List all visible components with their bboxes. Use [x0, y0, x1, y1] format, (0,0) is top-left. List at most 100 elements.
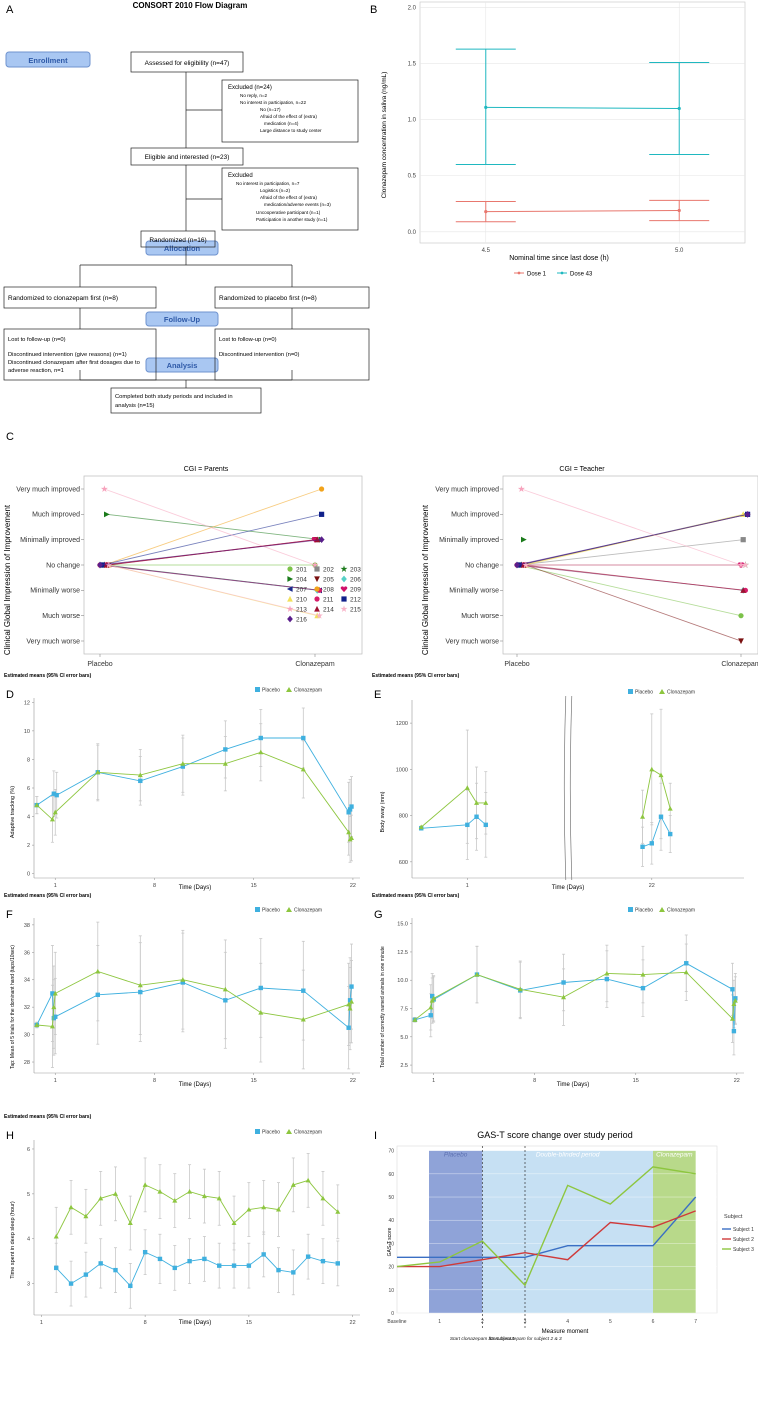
- legend-marker: [340, 605, 348, 612]
- followup-left-line: Lost to follow-up (n=0): [8, 337, 66, 343]
- data-point-clonazepam: [300, 766, 306, 772]
- subject-marker-placebo: [97, 561, 103, 569]
- axis-label-y-b: Clonazepam concentration in saliva (ng/m…: [381, 72, 388, 199]
- tick-label-x: Clonazepam: [295, 661, 334, 668]
- legend-label-clonazepam: Clonazepam: [667, 908, 695, 914]
- data-point-clonazepam: [137, 982, 143, 988]
- legend-label-dose1: Dose 1: [527, 272, 547, 278]
- legend-label-clonazepam: Clonazepam: [294, 908, 322, 914]
- consort-connectors: [79, 72, 293, 388]
- tick-label-y: Very much worse: [445, 638, 499, 645]
- tick-label-x: 8: [153, 1078, 156, 1084]
- tick-label-y: 4: [27, 1237, 30, 1243]
- axis-label-x-g: Time (Days): [557, 1082, 589, 1088]
- tick-label-y: 1.0: [408, 118, 417, 124]
- tick-label-y: 5.0: [400, 1035, 408, 1041]
- consort-title: CONSORT 2010 Flow Diagram: [133, 1, 248, 10]
- followup-left-line: adverse reaction, n=1: [8, 368, 64, 374]
- data-point-clonazepam: [561, 994, 567, 1000]
- data-point-clonazepam: [667, 806, 673, 811]
- panel-label-i: I: [374, 1130, 377, 1142]
- legend-label: 208: [323, 586, 334, 593]
- tick-label-y: Very much improved: [435, 486, 499, 493]
- legend-marker: [340, 586, 348, 593]
- legend-swatch-placebo: [255, 1129, 260, 1134]
- legend-swatch-placebo: [255, 687, 260, 692]
- legend-label: 213: [296, 606, 307, 613]
- excluded1-line: No (n=17): [260, 107, 281, 112]
- legend-b: Dose 1 Dose 43: [514, 272, 593, 278]
- analysis-box: [110, 387, 262, 414]
- data-point-clonazepam: [98, 1195, 104, 1201]
- series-line: [414, 971, 736, 1021]
- tick-label-y: 12: [24, 700, 30, 706]
- data-point-placebo: [217, 1263, 222, 1268]
- data-point-placebo: [730, 987, 735, 992]
- plot-e: 600 800 1000 1200 1 22 Placebo Clonazepam: [396, 689, 744, 889]
- tick-label-y: 10.0: [397, 978, 408, 984]
- tick-label-x: 15: [633, 1078, 639, 1084]
- subject-marker-placebo: [521, 536, 527, 543]
- shaded-region: [482, 1150, 653, 1313]
- data-point-clonazepam: [431, 995, 437, 1001]
- legend-label-placebo: Placebo: [635, 908, 653, 914]
- legend-title: Subject: [724, 1214, 743, 1220]
- tick-label-x: 8: [144, 1320, 147, 1326]
- series-line: [397, 1210, 696, 1268]
- data-point-placebo: [301, 988, 306, 993]
- data-point-placebo: [95, 992, 100, 998]
- region-label: Clonazepam: [656, 1151, 693, 1158]
- data-point-placebo: [223, 998, 228, 1003]
- tick-label-x: 8: [533, 1078, 536, 1084]
- legend-label: 209: [350, 586, 361, 593]
- legend-marker: [341, 575, 347, 583]
- data-point-clonazepam: [474, 800, 480, 805]
- tick-label-y: 32: [24, 1005, 30, 1011]
- series-line: [397, 1196, 697, 1259]
- legend-label-placebo: Placebo: [262, 908, 280, 914]
- tick-label-x: 8: [153, 883, 156, 889]
- legend-label-clonazepam: Clonazepam: [294, 1130, 322, 1136]
- data-point-clonazepam: [731, 1001, 737, 1006]
- tick-label-y: No change: [46, 562, 80, 569]
- data-point-clonazepam: [258, 1010, 264, 1015]
- subject-line: [104, 488, 316, 566]
- subject-line: [521, 488, 742, 566]
- data-point-placebo: [658, 814, 664, 819]
- chart-title-f: Estimated means (95% CI error bars): [4, 893, 92, 899]
- legend-swatch-clonazepam: [286, 1129, 292, 1134]
- tick-label-y: 30: [388, 1241, 394, 1247]
- axis-label-y-g: Total number of correctly named animals …: [380, 946, 386, 1068]
- tick-label-x: Baseline: [387, 1319, 406, 1325]
- data-point-placebo: [261, 1252, 266, 1257]
- legend-label: 211: [323, 596, 334, 603]
- series-line: [642, 815, 671, 848]
- tick-label-y: 70: [388, 1149, 394, 1155]
- legend-dot-dose1: [517, 271, 521, 275]
- data-point-placebo: [53, 1014, 58, 1019]
- chart-title-h: Estimated means (95% CI error bars): [4, 1114, 92, 1120]
- data-point-placebo: [301, 735, 306, 741]
- legend-label: 207: [296, 586, 307, 593]
- data-point-clonazepam: [172, 1197, 178, 1203]
- subject-marker-clonazepam: [744, 510, 751, 518]
- legend-label: 214: [323, 606, 334, 613]
- data-point-clonazepam: [290, 1182, 296, 1187]
- tick-label-y: 6: [27, 1147, 30, 1153]
- data-point-placebo: [54, 1265, 59, 1271]
- tick-label-x: 1: [54, 883, 57, 889]
- data-point-clonazepam: [231, 1220, 237, 1226]
- tick-label-y: 34: [24, 978, 30, 984]
- series-line: [421, 816, 487, 829]
- tick-label-y: 0.5: [408, 174, 417, 180]
- data-point-clonazepam: [335, 1209, 341, 1214]
- data-point-placebo: [347, 807, 353, 812]
- subject-marker-placebo: [517, 485, 525, 492]
- axis-label-x-e: Time (Days): [552, 885, 584, 891]
- legend-marker: [314, 605, 320, 612]
- excluded1-line: No interest in participation, n=22: [240, 100, 306, 105]
- shaded-region: [653, 1150, 696, 1313]
- data-point-clonazepam: [142, 1182, 148, 1187]
- data-point-placebo: [202, 1256, 207, 1262]
- tick-label-x: 4.5: [482, 248, 491, 254]
